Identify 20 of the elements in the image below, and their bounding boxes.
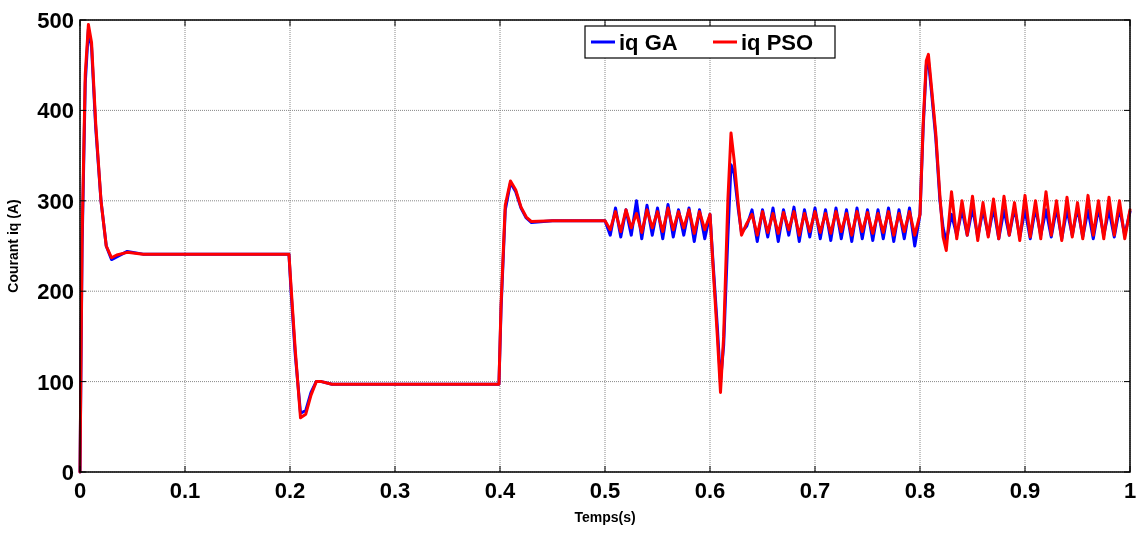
x-tick-label: 0.7 xyxy=(799,478,831,503)
x-tick-label: 0.8 xyxy=(904,478,936,503)
x-tick-label: 0.1 xyxy=(169,478,201,503)
y-tick-label: 300 xyxy=(37,188,74,214)
y-tick-label: 100 xyxy=(37,369,74,395)
y-tick-label: 0 xyxy=(61,460,74,485)
y-tick-label: 200 xyxy=(37,279,74,305)
legend-label: iq PSO xyxy=(741,30,814,55)
x-tick-label: 0.4 xyxy=(484,478,517,503)
legend-label: iq GA xyxy=(619,30,678,55)
y-tick-label: 400 xyxy=(37,98,74,124)
x-tick-label: 0.9 xyxy=(1009,478,1041,503)
x-axis-title: Temps(s) xyxy=(574,509,636,525)
x-tick-label: 0.2 xyxy=(274,478,306,503)
x-tick-label: 0.3 xyxy=(379,478,411,503)
x-tick-label: 0.5 xyxy=(589,478,621,503)
y-axis-title: Courant iq (A) xyxy=(5,199,21,293)
x-tick-label: 1 xyxy=(1123,478,1137,503)
x-tick-label: 0.6 xyxy=(694,478,726,503)
y-tick-label: 500 xyxy=(37,8,74,33)
